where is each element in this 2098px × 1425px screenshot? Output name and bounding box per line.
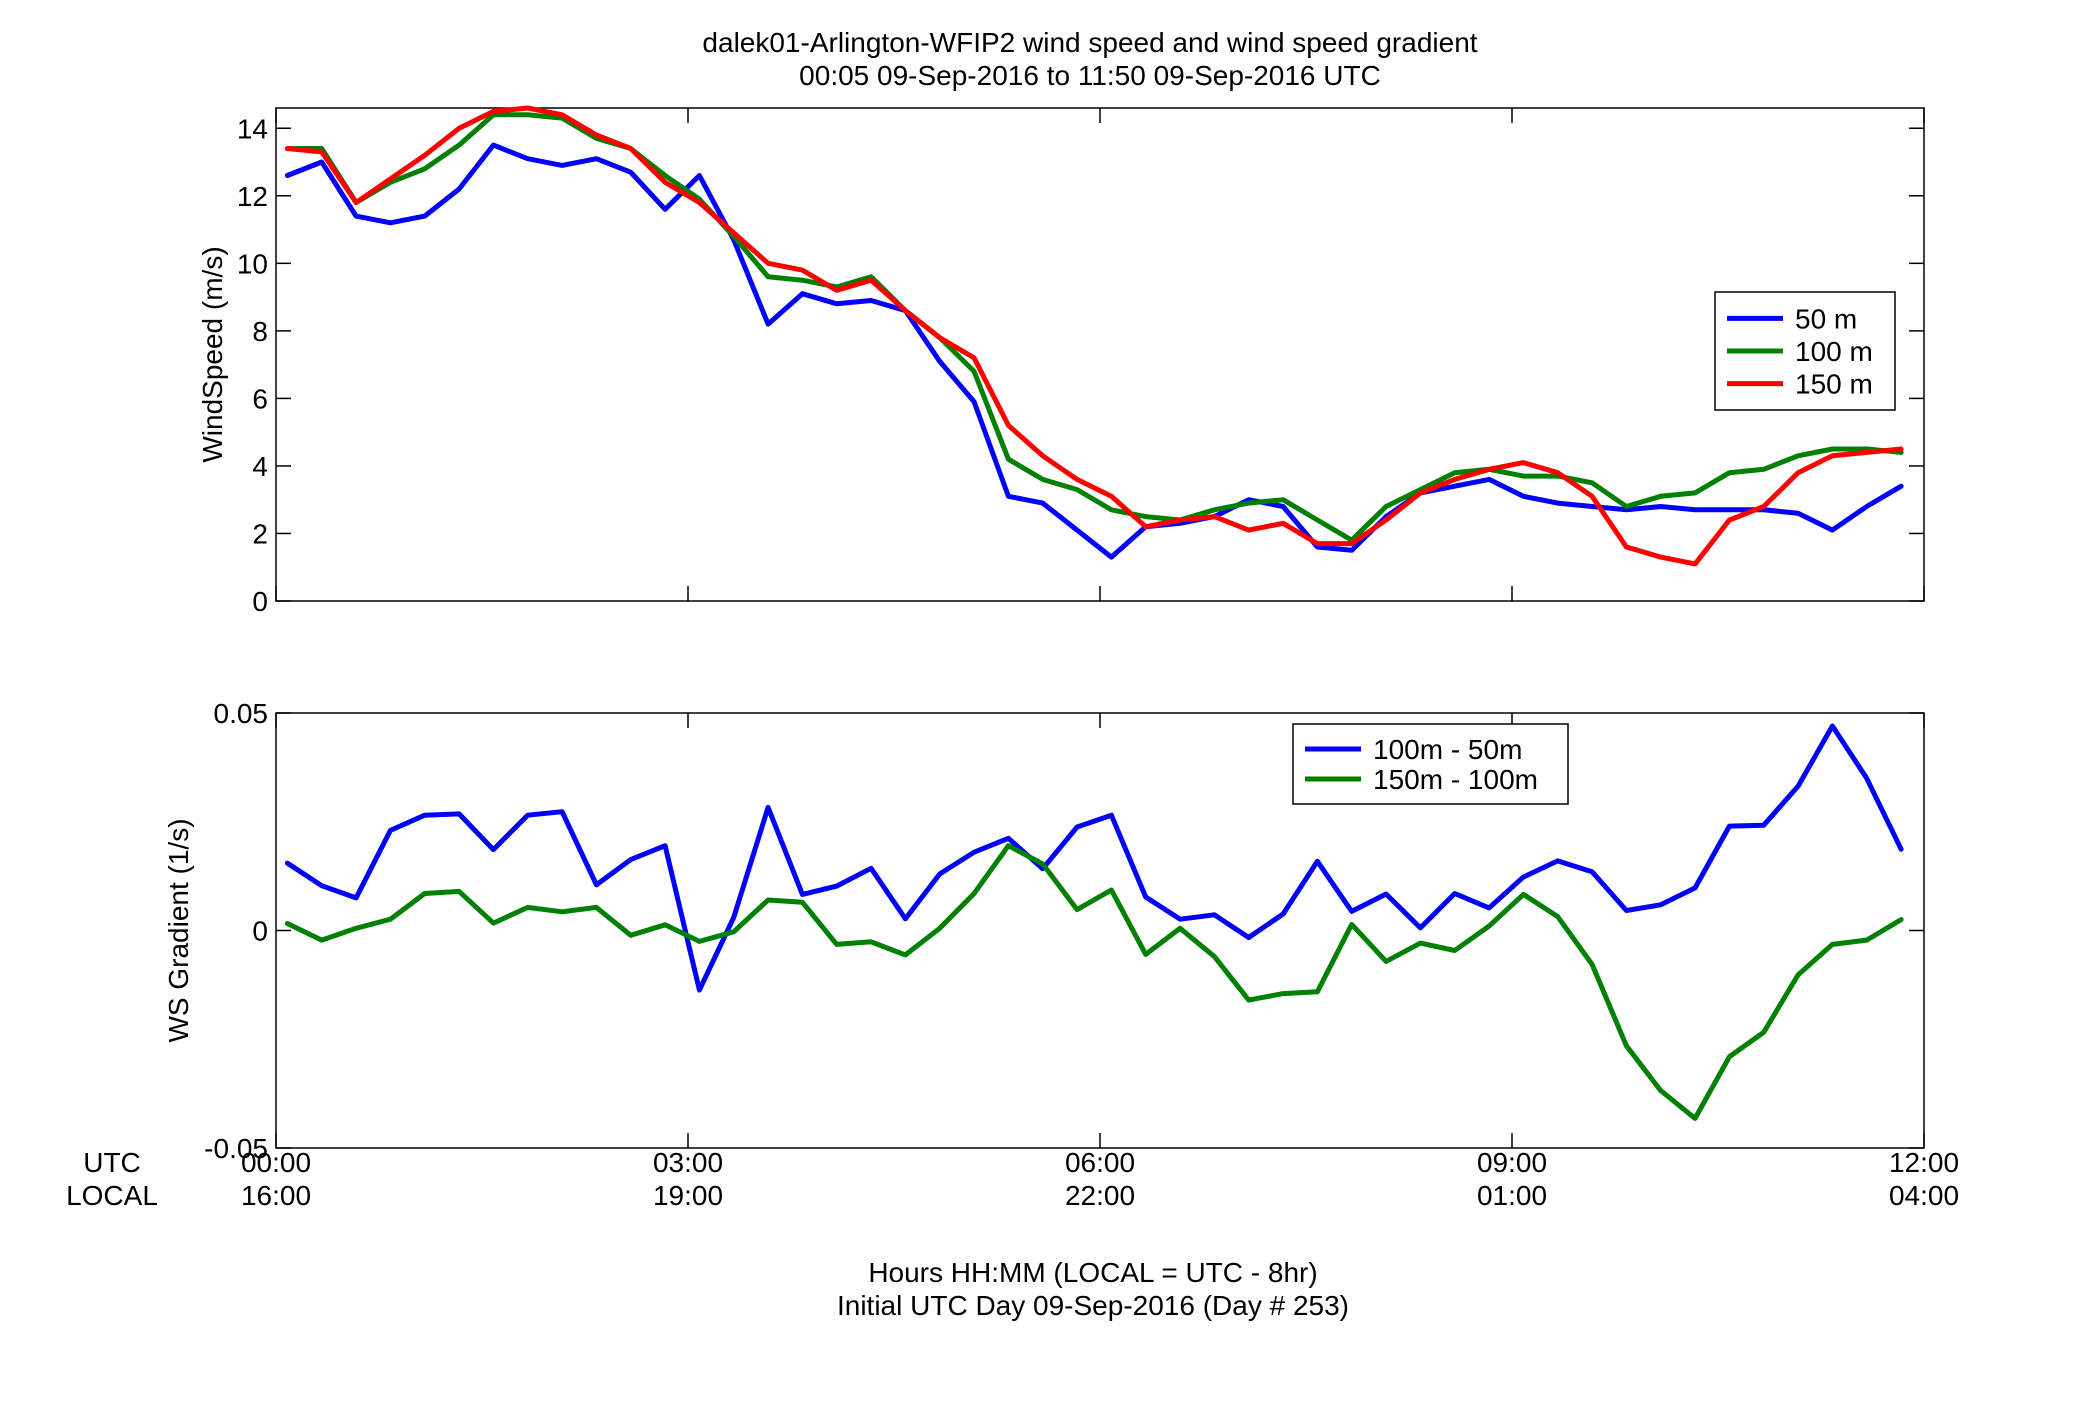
y-tick-label: 12 [237,181,268,212]
y-tick-label: -0.05 [204,1133,268,1164]
plot-frame [275,107,1925,602]
y-tick-label: 8 [252,316,268,347]
x-tick-label-utc: 00:00 [241,1147,311,1178]
figure-title-line1: dalek01-Arlington-WFIP2 wind speed and w… [702,27,1477,58]
x-tick-label-utc: 09:00 [1477,1147,1547,1178]
x-tick-label-utc: 03:00 [653,1147,723,1178]
legend-entry: 100m - 50m [1373,734,1522,765]
xlabel-line2: Initial UTC Day 09-Sep-2016 (Day # 253) [837,1290,1349,1321]
legend-entry: 50 m [1795,303,1857,334]
series-line [284,105,1904,567]
row-label-local: LOCAL [66,1180,158,1211]
y-tick-label: 0 [252,916,268,947]
x-tick-label-utc: 12:00 [1889,1147,1959,1178]
y-tick-label: 10 [237,248,268,279]
plot-frame [275,712,1925,1149]
y-tick-label: 0.05 [214,698,269,729]
x-tick-label-local: 19:00 [653,1180,723,1211]
series-line [284,112,1904,543]
x-tick-label-local: 16:00 [241,1180,311,1211]
y-axis-label: WS Gradient (1/s) [163,818,194,1042]
figure-title-line2: 00:05 09-Sep-2016 to 11:50 09-Sep-2016 U… [799,60,1381,91]
y-tick-label: 6 [252,383,268,414]
legend-entry: 150m - 100m [1373,764,1538,795]
series-line [284,843,1904,1121]
ws-gradient-plot: -0.05 0 0.05 WS Gradient (1/s) 100m - 50m150… [163,698,1925,1164]
x-tick-label-local: 01:00 [1477,1180,1547,1211]
x-tick-label-local: 04:00 [1889,1180,1959,1211]
row-label-utc: UTC [83,1147,141,1178]
y-tick-label: 2 [252,518,268,549]
legend-entry: 150 m [1795,369,1873,400]
series-line [284,142,1904,560]
series-line [284,723,1904,993]
y-axis-label: WindSpeed (m/s) [197,246,228,462]
y-tick-label: 4 [252,451,268,482]
y-tick-label: 0 [252,586,268,617]
legend-box [1292,723,1569,805]
xlabel-line1: Hours HH:MM (LOCAL = UTC - 8hr) [868,1257,1317,1288]
x-tick-label-local: 22:00 [1065,1180,1135,1211]
x-tick-label-utc: 06:00 [1065,1147,1135,1178]
y-tick-label: 14 [237,113,268,144]
legend-entry: 100 m [1795,336,1873,367]
